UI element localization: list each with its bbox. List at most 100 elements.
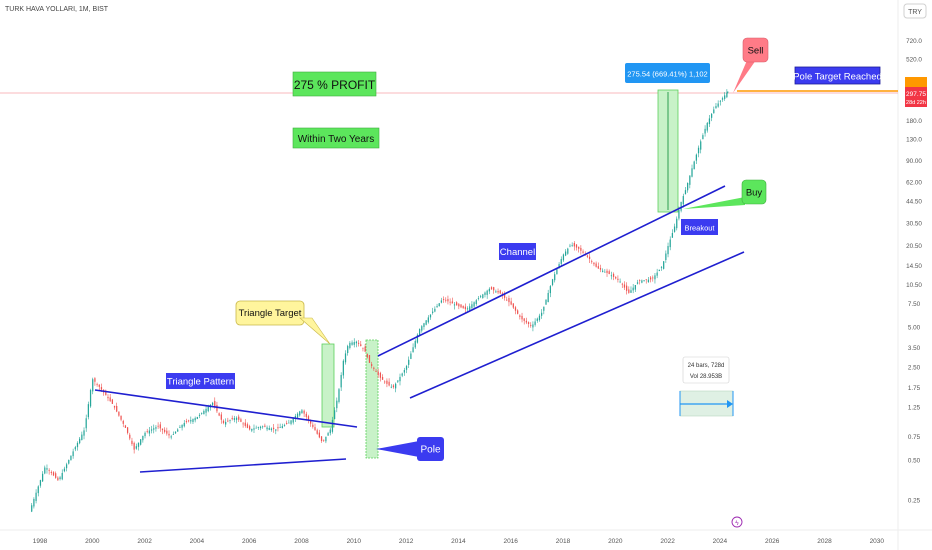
candle-body: [669, 239, 671, 248]
candle-body: [608, 271, 610, 275]
candle-body: [687, 182, 689, 191]
candle-body: [231, 417, 233, 420]
within-label-box: [292, 127, 380, 149]
y-tick-label: 1.75: [908, 385, 921, 392]
candle-body: [497, 290, 499, 293]
candle-body: [517, 310, 519, 314]
last-price-tag: [905, 87, 927, 107]
candle-body: [253, 428, 255, 430]
candle-body: [610, 275, 613, 277]
candle-body: [408, 359, 410, 365]
candle-body: [233, 418, 236, 420]
candle-body: [266, 427, 268, 430]
candle-body: [111, 399, 113, 404]
candle-body: [105, 390, 107, 396]
candle-body: [477, 298, 480, 299]
candle-body: [246, 424, 249, 428]
candle-body: [671, 233, 674, 238]
candle-body: [242, 423, 244, 425]
y-tick-label: 130.0: [906, 137, 922, 144]
candle-body: [214, 401, 216, 408]
candle-body: [164, 429, 166, 432]
candle-body: [225, 421, 227, 425]
candle-body: [543, 306, 545, 311]
candle-body: [615, 277, 617, 279]
candle-body: [401, 373, 403, 376]
candle-body: [166, 430, 168, 434]
candle-body: [414, 340, 416, 348]
candle-body: [495, 291, 497, 293]
candle-body: [636, 282, 639, 284]
currency-button[interactable]: [903, 3, 927, 19]
x-tick-label: 2026: [765, 538, 780, 545]
buy-label-box: [741, 179, 767, 205]
candle-body: [131, 440, 133, 445]
y-tick-label: 1.25: [908, 405, 921, 412]
candle-body: [628, 289, 630, 293]
candle-body: [652, 277, 654, 279]
candle-body: [355, 341, 358, 344]
candle-body: [198, 414, 201, 416]
candle-body: [612, 273, 615, 277]
candle-body: [349, 342, 351, 348]
candle-body: [564, 251, 567, 256]
candle-body: [129, 434, 131, 439]
candle-body: [506, 299, 508, 301]
y-tick-label: 30.50: [906, 220, 922, 227]
x-tick-label: 2006: [242, 538, 257, 545]
candle-body: [449, 301, 451, 303]
candle-body: [623, 284, 626, 288]
candle-body: [432, 311, 434, 313]
candle-body: [371, 364, 373, 366]
candle-body: [721, 98, 724, 100]
flash-icon[interactable]: [731, 516, 743, 528]
triangle-upper-line: [94, 389, 358, 428]
pole-label-box: [417, 437, 444, 461]
candle-body: [194, 418, 196, 421]
candle-body: [320, 436, 323, 441]
triangle-pattern-label-box: [166, 373, 235, 389]
candle-body: [318, 432, 320, 438]
profit-label-box: [292, 71, 377, 97]
candle-body: [395, 383, 397, 389]
date-range-bars: 24 bars, 728d: [688, 363, 725, 369]
candle-body: [453, 304, 456, 306]
candle-body: [290, 420, 292, 424]
candle-body: [288, 422, 290, 424]
candle-body: [536, 318, 538, 321]
candle-body: [519, 315, 521, 317]
candle-body: [527, 322, 530, 325]
candle-body: [307, 416, 310, 421]
candle-body: [523, 318, 525, 321]
last-price-countdown: 28d 22h: [906, 100, 926, 106]
triangle-target-label: Triangle Target: [239, 308, 302, 319]
channel-label: Channel: [500, 247, 535, 258]
candle-body: [181, 424, 183, 428]
candle-body: [556, 269, 558, 275]
channel-lower-line: [409, 251, 745, 399]
candle-body: [434, 308, 436, 312]
candle-body: [569, 245, 571, 247]
sell-label-box: [742, 37, 769, 63]
candle-body: [658, 269, 660, 271]
candle-body: [353, 342, 355, 345]
profit-label: 275 % PROFIT: [294, 78, 376, 92]
candle-body: [421, 326, 423, 331]
candle-body: [96, 384, 98, 385]
candle-body: [336, 400, 338, 409]
y-tick-label: 20.50: [906, 243, 922, 250]
candle-body: [602, 270, 604, 272]
x-tick-label: 1998: [33, 538, 48, 545]
candle-body: [621, 283, 623, 285]
candle-body: [201, 412, 203, 414]
candle-body: [39, 480, 42, 486]
candle-body: [490, 287, 493, 290]
candle-body: [647, 279, 650, 283]
candle-body: [227, 420, 229, 422]
candle-body: [303, 410, 305, 414]
triangle-pattern-label: Triangle Pattern: [167, 377, 234, 388]
candle-body: [148, 430, 151, 434]
candle-body: [31, 505, 33, 512]
x-tick-label: 2002: [137, 538, 152, 545]
candle-body: [547, 292, 549, 303]
